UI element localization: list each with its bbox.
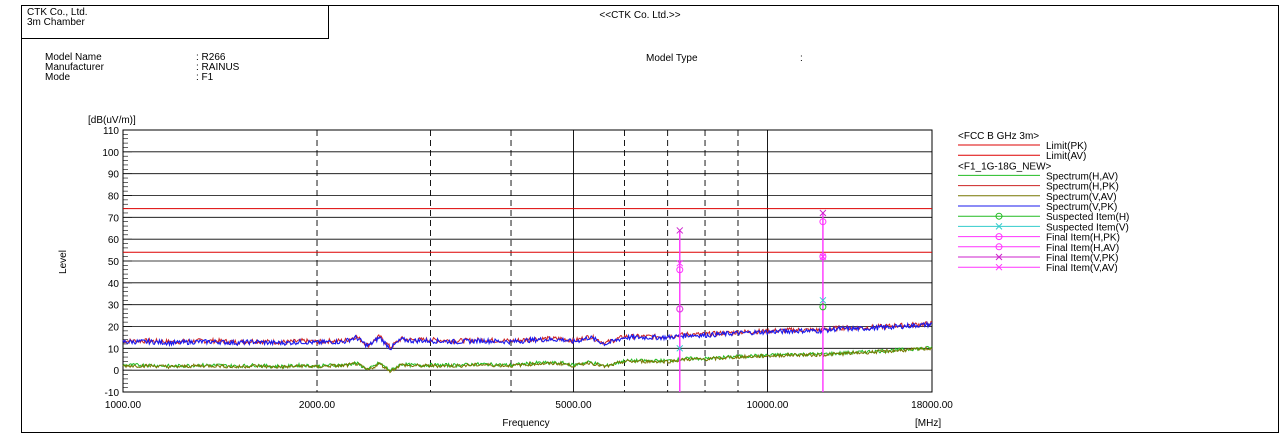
cross-stroke [676, 259, 684, 267]
legend-entry: Suspected Item(H) [958, 212, 1129, 223]
suspected-v-point [676, 344, 684, 352]
legend-entry: Spectrum(V,AV) [958, 192, 1117, 203]
final-h-pk-point [676, 266, 684, 274]
final-v-pk-point [676, 227, 684, 234]
x-tick-label: 10000.00 [747, 400, 789, 411]
y-axis-label: Level [58, 250, 69, 274]
model-name-label: Model Name [45, 52, 102, 63]
legend-entry: Final Item(V,PK) [958, 253, 1118, 264]
spectrum-h-pk-line [122, 320, 933, 349]
y-tick-label: 40 [108, 279, 120, 290]
legend-label: Final Item(H,AV) [1046, 243, 1119, 254]
info-values: : R266 : RAINUS : F1 [196, 53, 239, 83]
legend-label: Suspected Item(H) [1046, 212, 1129, 223]
legend-entry: Final Item(H,AV) [958, 243, 1119, 254]
cross-stroke [819, 209, 827, 217]
legend-entry: Spectrum(H,AV) [958, 171, 1118, 182]
legend-entry: Suspected Item(V) [958, 222, 1129, 233]
model-name-value: : R266 [196, 52, 226, 63]
cross-stroke [676, 227, 684, 234]
legend-entry: Spectrum(V,PK) [958, 202, 1117, 213]
final-v-av-point [676, 259, 684, 267]
legend-label: Spectrum(H,AV) [1046, 171, 1118, 182]
x-tick-label: 1000.00 [105, 400, 142, 411]
legend-group-title: <FCC B GHz 3m> [958, 131, 1039, 142]
y-tick-label: -10 [105, 388, 120, 399]
legend-entry: Final Item(V,AV) [958, 263, 1118, 274]
x-tick-label: 18000.00 [911, 400, 953, 411]
y-tick-label: 90 [108, 170, 120, 181]
legend-label: Final Item(H,PK) [1046, 233, 1120, 244]
chamber-name: 3m Chamber [27, 17, 85, 28]
legend-entry: Spectrum(H,PK) [958, 182, 1119, 193]
x-tick-label: 2000.00 [299, 400, 336, 411]
legend-label: Limit(AV) [1046, 151, 1086, 162]
legend-marker [995, 212, 1003, 220]
legend-label: Suspected Item(V) [1046, 222, 1129, 233]
y-tick-label: 70 [108, 213, 120, 224]
model-type-value: : [800, 53, 803, 64]
manufacturer-value: : RAINUS [196, 62, 240, 73]
final-h-av-point [819, 253, 827, 261]
y-tick-label: 30 [108, 301, 120, 312]
y-tick-label: 110 [103, 126, 119, 137]
legend-entry: Final Item(H,PK) [958, 233, 1120, 244]
company-name: CTK Co., Ltd. [27, 7, 88, 18]
info-labels: Model Name Manufacturer Mode [45, 53, 104, 83]
cross-stroke [819, 253, 827, 260]
y-tick-label: 80 [108, 192, 120, 203]
company-box: CTK Co., Ltd. 3m Chamber [21, 5, 329, 39]
mode-label: Mode [45, 72, 71, 83]
mode-value: : F1 [196, 72, 214, 83]
x-axis-label: Frequency [502, 418, 549, 429]
suspected-v-point [819, 296, 827, 304]
legend-marker [995, 253, 1003, 261]
y-tick-label: 20 [108, 323, 120, 334]
legend-group-title: <F1_1G-18G_NEW> [958, 161, 1052, 172]
manufacturer-label: Manufacturer [45, 62, 104, 73]
cross-stroke [819, 296, 827, 304]
y-tick-label: 50 [108, 257, 120, 268]
final-v-av-point [819, 253, 827, 260]
legend-label: Spectrum(V,AV) [1046, 192, 1117, 203]
report-frame [21, 5, 1279, 433]
legend-entry: Limit(AV) [958, 151, 1086, 162]
y-tick-label: 100 [102, 148, 119, 159]
cross-stroke [676, 344, 684, 352]
final-v-pk-point [819, 209, 827, 217]
y-unit-label: [dB(uV/m)] [88, 115, 136, 126]
report-header-title: <<CTK Co. Ltd.>> [599, 10, 681, 21]
legend-entry: Limit(PK) [958, 141, 1087, 152]
suspected-h-point [819, 303, 827, 311]
legend-label: Final Item(V,PK) [1046, 253, 1118, 264]
spectrum-v-av-line [122, 345, 933, 374]
spectrum-v-pk-line [122, 320, 932, 351]
legend-label: Spectrum(H,PK) [1046, 182, 1119, 193]
legend-marker [995, 243, 1003, 251]
y-tick-label: 10 [108, 344, 120, 355]
final-h-pk-point [819, 218, 827, 226]
legend-marker [995, 223, 1003, 230]
y-tick-label: 0 [113, 366, 119, 377]
legend-marker [995, 263, 1003, 271]
x-tick-label: 5000.00 [555, 400, 592, 411]
legend-marker [995, 233, 1003, 241]
final-h-av-point [676, 305, 684, 313]
legend-label: Final Item(V,AV) [1046, 263, 1118, 274]
legend-label: Spectrum(V,PK) [1046, 202, 1117, 213]
x-unit-label: [MHz] [915, 418, 941, 429]
model-type-label: Model Type [646, 53, 698, 64]
y-tick-label: 60 [108, 235, 120, 246]
legend-label: Limit(PK) [1046, 141, 1087, 152]
